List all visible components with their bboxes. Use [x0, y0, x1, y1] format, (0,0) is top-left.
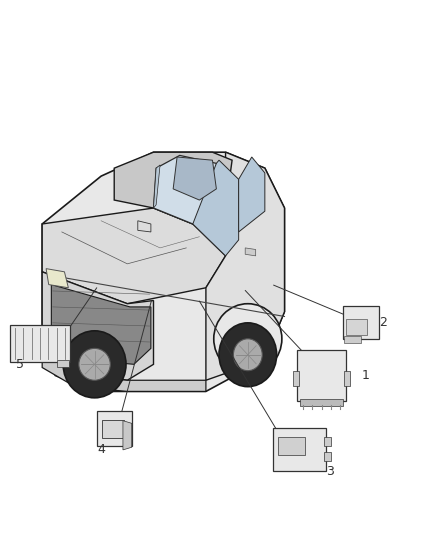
Polygon shape: [173, 157, 216, 200]
Ellipse shape: [233, 339, 262, 370]
Polygon shape: [42, 344, 206, 391]
FancyBboxPatch shape: [344, 336, 361, 343]
FancyBboxPatch shape: [344, 371, 350, 385]
Polygon shape: [239, 157, 265, 232]
Ellipse shape: [214, 304, 282, 374]
Polygon shape: [193, 160, 239, 256]
Polygon shape: [46, 269, 68, 288]
FancyBboxPatch shape: [297, 350, 346, 401]
Text: 3: 3: [326, 465, 334, 478]
FancyBboxPatch shape: [96, 411, 132, 446]
FancyBboxPatch shape: [293, 371, 299, 385]
Text: 2: 2: [379, 316, 387, 329]
Polygon shape: [42, 152, 285, 391]
FancyBboxPatch shape: [273, 429, 326, 471]
Ellipse shape: [60, 313, 129, 383]
Polygon shape: [245, 248, 256, 256]
Polygon shape: [51, 285, 151, 365]
Text: 4: 4: [97, 443, 105, 456]
FancyBboxPatch shape: [102, 419, 124, 438]
Polygon shape: [123, 421, 132, 450]
FancyBboxPatch shape: [300, 399, 343, 406]
Polygon shape: [138, 221, 151, 232]
FancyBboxPatch shape: [325, 437, 331, 446]
FancyBboxPatch shape: [278, 437, 305, 455]
Ellipse shape: [219, 323, 277, 386]
FancyBboxPatch shape: [57, 360, 69, 367]
FancyBboxPatch shape: [343, 306, 378, 338]
Polygon shape: [153, 165, 160, 208]
Ellipse shape: [79, 349, 110, 380]
Polygon shape: [42, 208, 226, 304]
FancyBboxPatch shape: [325, 452, 331, 461]
FancyBboxPatch shape: [11, 325, 70, 362]
Text: 1: 1: [361, 369, 369, 382]
FancyBboxPatch shape: [346, 319, 367, 335]
Polygon shape: [42, 272, 153, 380]
Polygon shape: [153, 156, 219, 224]
Ellipse shape: [63, 331, 126, 398]
Polygon shape: [206, 152, 285, 380]
Polygon shape: [114, 152, 232, 224]
Text: 5: 5: [16, 358, 25, 372]
Polygon shape: [64, 352, 84, 368]
